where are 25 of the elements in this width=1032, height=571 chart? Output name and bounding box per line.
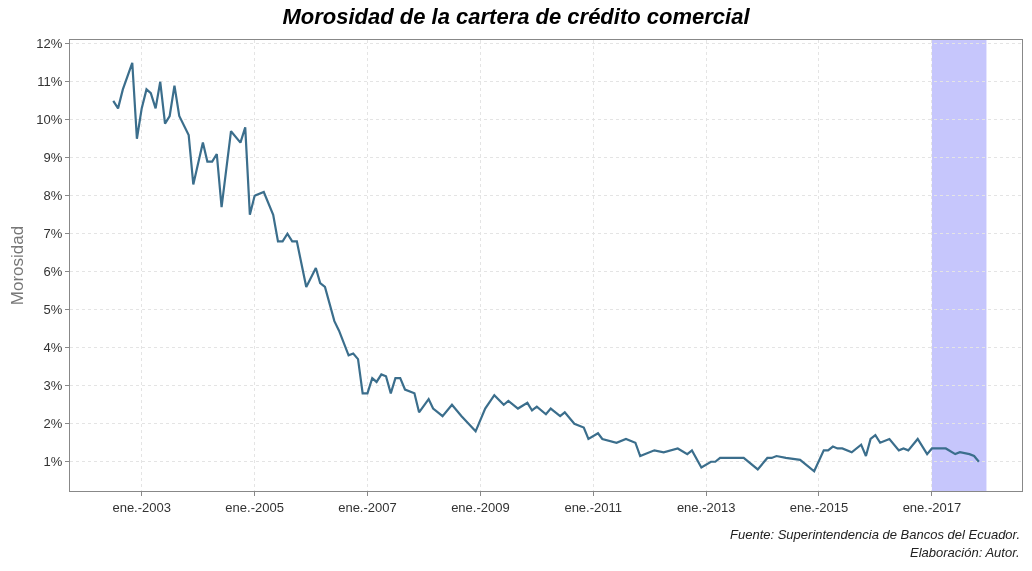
x-tick-label: ene.-2011 — [564, 499, 623, 515]
y-tick-label: 1% — [43, 454, 63, 470]
source-note: Fuente: Superintendencia de Bancos del Ecuador. — [730, 527, 1021, 542]
y-tick-label: 2% — [43, 416, 63, 432]
chart-title: Morosidad de la cartera de crédito comercial — [282, 3, 751, 29]
y-tick-label: 9% — [43, 150, 63, 166]
x-tick-label: ene.-2007 — [338, 499, 397, 515]
x-tick-label: ene.-2009 — [451, 499, 510, 515]
x-tick-label: ene.-2015 — [789, 499, 849, 515]
y-tick-label: 4% — [43, 340, 63, 356]
y-tick-label: 3% — [43, 378, 63, 394]
y-tick-label: 7% — [43, 226, 63, 242]
y-tick-label: 12% — [36, 36, 63, 52]
y-axis-title: Morosidad — [7, 225, 27, 306]
x-tick-label: ene.-2003 — [112, 499, 171, 515]
y-tick-label: 5% — [43, 302, 63, 318]
x-tick-label: ene.-2017 — [902, 499, 962, 515]
y-tick-label: 11% — [37, 74, 63, 90]
y-tick-label: 6% — [43, 264, 63, 280]
x-tick-label: ene.-2005 — [225, 499, 284, 515]
y-tick-label: 8% — [43, 188, 63, 204]
x-tick-label: ene.-2013 — [676, 499, 736, 515]
text: Elaboración: Autor. — [910, 545, 1020, 560]
line-series — [112, 61, 980, 473]
y-tick-label: 10% — [36, 112, 63, 128]
